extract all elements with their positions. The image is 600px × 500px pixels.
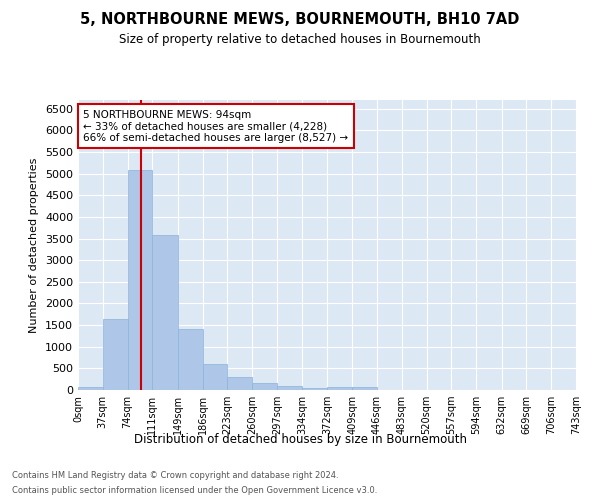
Bar [352,388,377,390]
Text: Size of property relative to detached houses in Bournemouth: Size of property relative to detached ho… [119,32,481,46]
Bar [78,387,103,390]
Text: Distribution of detached houses by size in Bournemouth: Distribution of detached houses by size … [133,432,467,446]
Bar [252,384,277,390]
Text: Contains public sector information licensed under the Open Government Licence v3: Contains public sector information licen… [12,486,377,495]
Bar [328,388,352,390]
Bar [302,388,328,390]
Bar [277,386,302,390]
Bar [128,170,152,390]
Text: Contains HM Land Registry data © Crown copyright and database right 2024.: Contains HM Land Registry data © Crown c… [12,471,338,480]
Bar [227,377,252,390]
Y-axis label: Number of detached properties: Number of detached properties [29,158,40,332]
Text: 5 NORTHBOURNE MEWS: 94sqm
← 33% of detached houses are smaller (4,228)
66% of se: 5 NORTHBOURNE MEWS: 94sqm ← 33% of detac… [83,110,349,142]
Bar [152,234,178,390]
Bar [178,330,203,390]
Bar [203,364,227,390]
Text: 5, NORTHBOURNE MEWS, BOURNEMOUTH, BH10 7AD: 5, NORTHBOURNE MEWS, BOURNEMOUTH, BH10 7… [80,12,520,28]
Bar [103,320,128,390]
